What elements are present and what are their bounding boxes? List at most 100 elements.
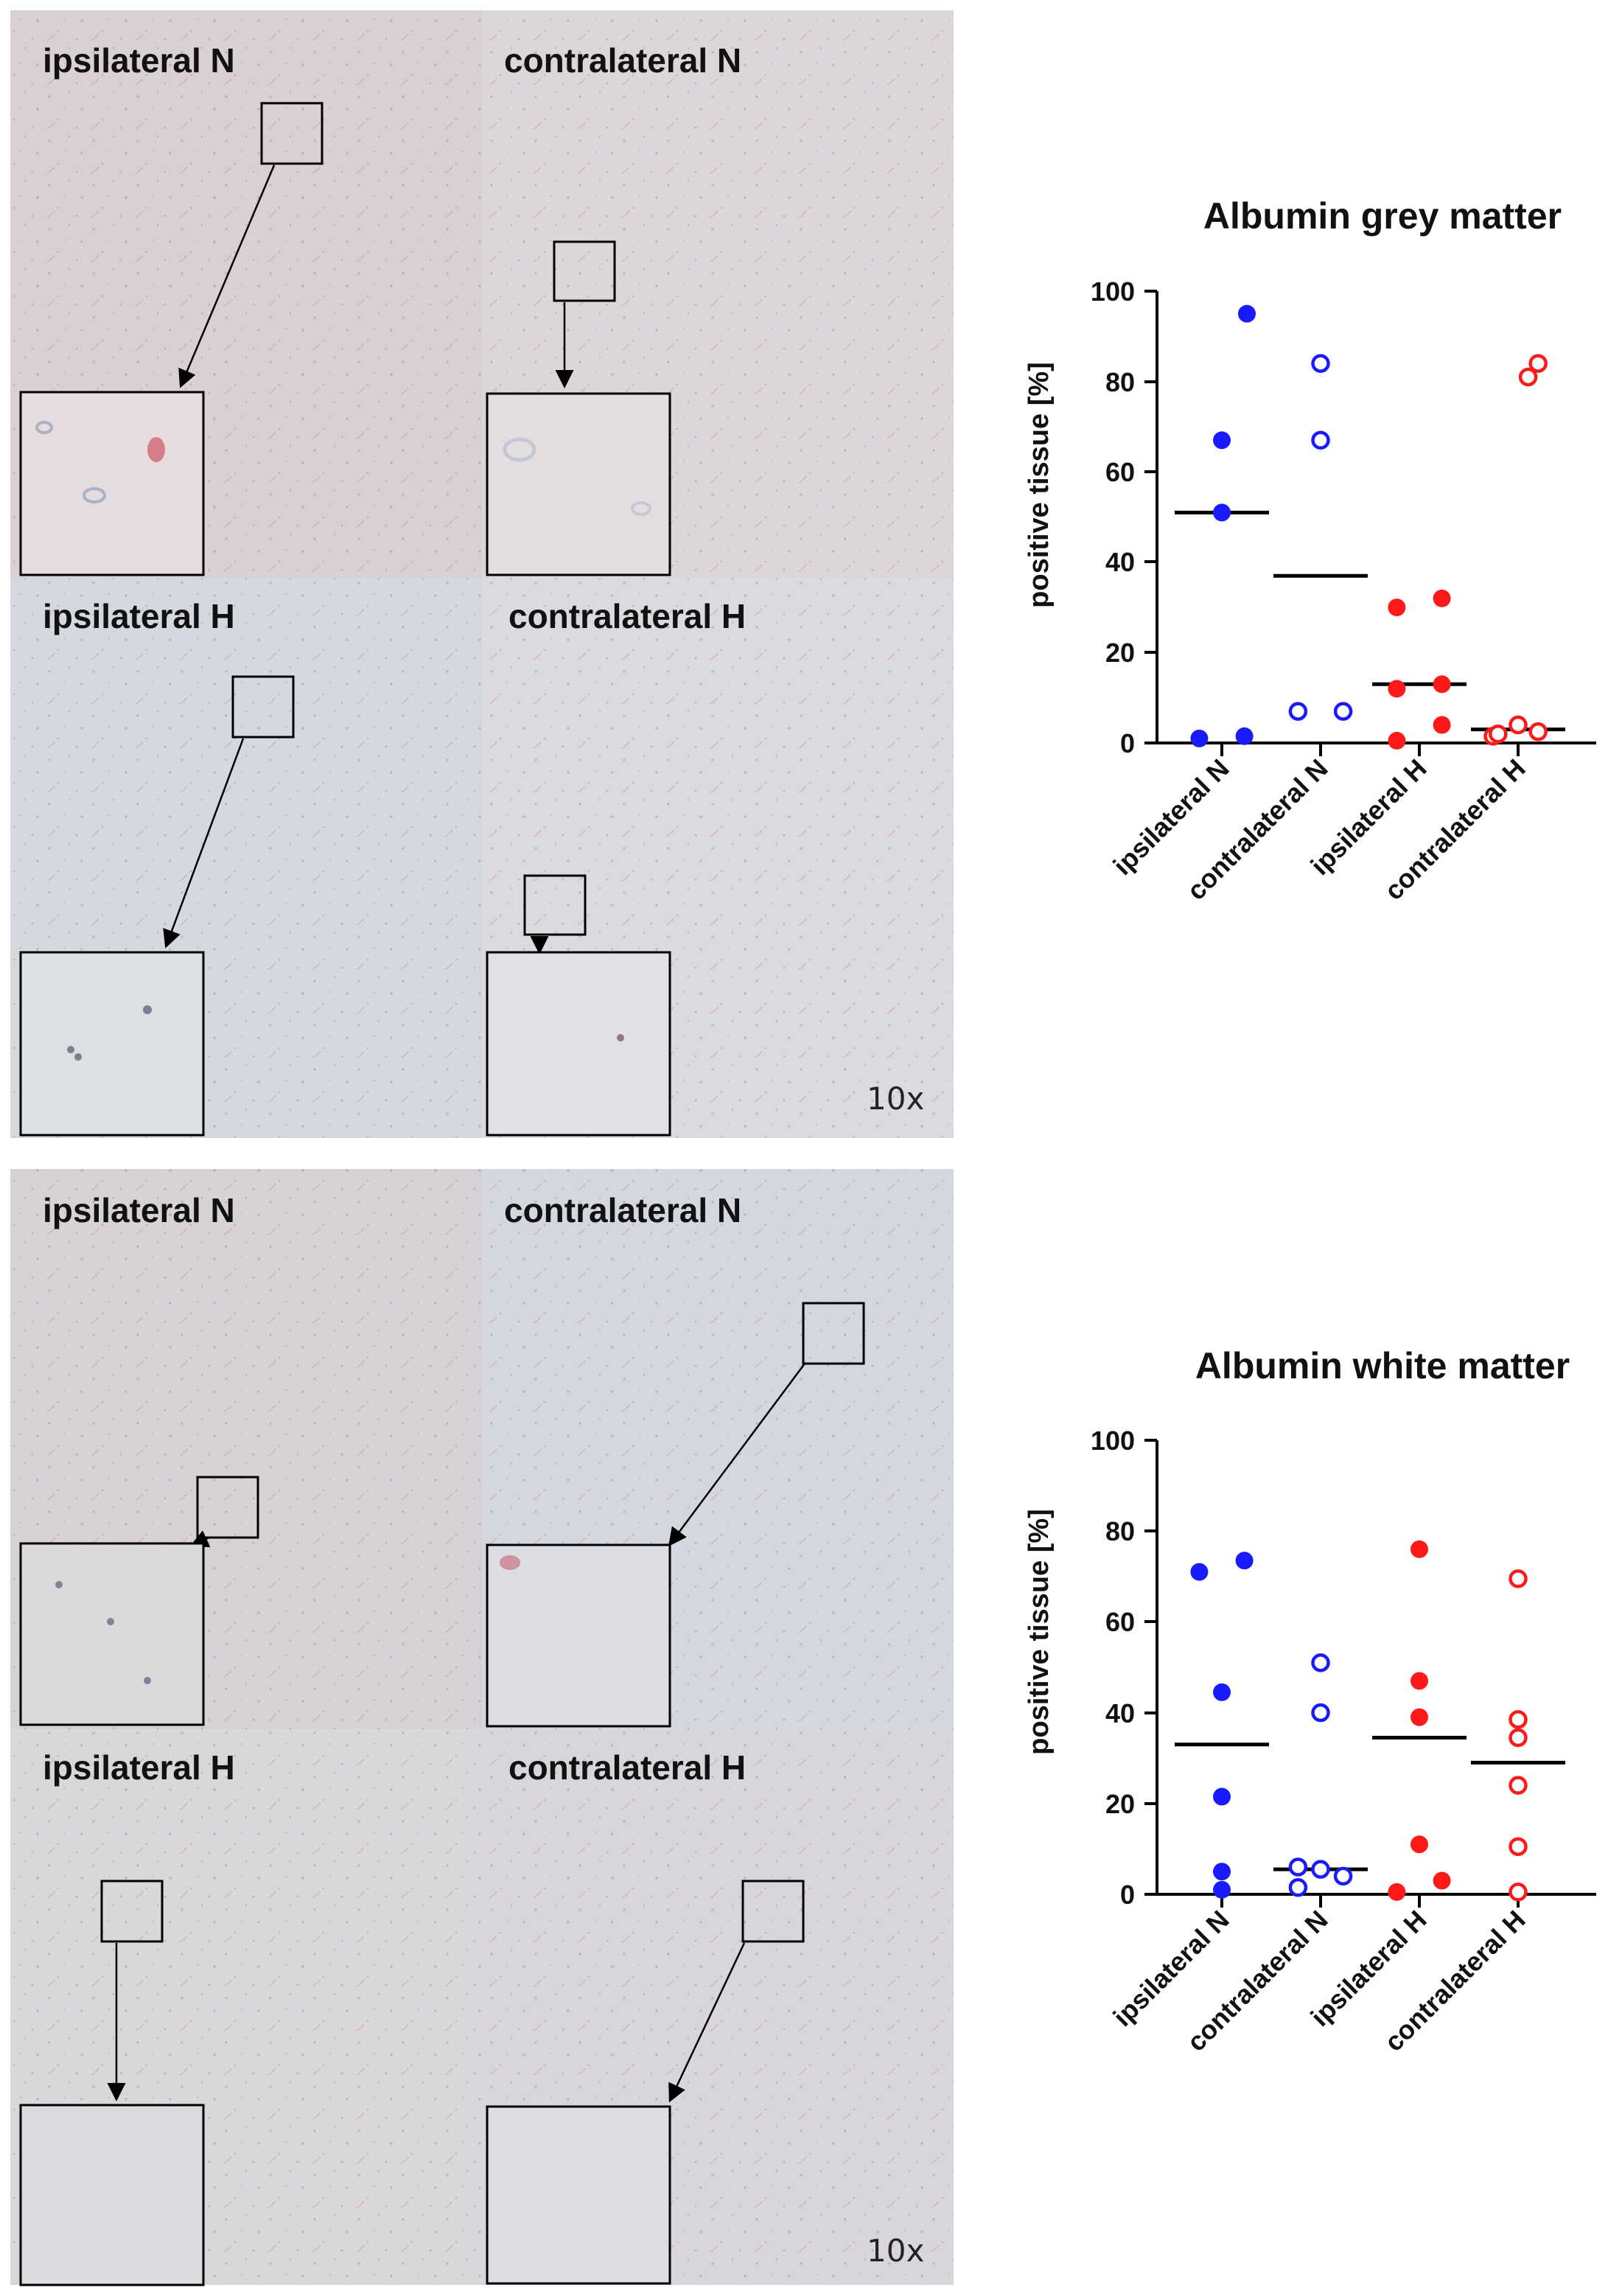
- inset-cell: [55, 1581, 63, 1588]
- inset-cell: [631, 501, 651, 516]
- data-point: [1288, 702, 1308, 721]
- data-point: [1333, 1866, 1353, 1886]
- selection-box: [802, 1302, 865, 1365]
- y-tick-label: 0: [1120, 1880, 1135, 1910]
- y-tick-label: 20: [1105, 1789, 1135, 1819]
- data-point: [1388, 731, 1406, 750]
- zoom-inset: [19, 2104, 205, 2286]
- zoom-inset: [486, 2105, 671, 2285]
- tile-label-contralateral-h: contralateral H: [508, 1748, 746, 1787]
- tile-label-contralateral-h: contralateral H: [508, 597, 746, 635]
- data-point: [1333, 702, 1353, 721]
- data-point: [1509, 1882, 1528, 1902]
- data-point: [1213, 1880, 1231, 1899]
- inset-cell: [500, 1555, 520, 1570]
- category-labels: ipsilateral N contralateral N ipsilatera…: [1107, 753, 1531, 906]
- y-tick-label: 40: [1105, 1698, 1135, 1728]
- chart-grey-matter: Albumin grey matter positive tissue [%] …: [1024, 195, 1596, 906]
- chart-white-matter: Albumin white matter positive tissue [%]…: [1024, 1345, 1596, 2057]
- y-tick-label: 80: [1105, 367, 1135, 397]
- y-tick-label: 80: [1105, 1516, 1135, 1546]
- data-point: [1388, 1882, 1406, 1901]
- selection-box: [523, 874, 587, 936]
- data-point: [1190, 729, 1209, 747]
- data-point: [1509, 1710, 1528, 1729]
- tile-label-contralateral-n: contralateral N: [504, 41, 741, 80]
- magnification-label: 10x: [867, 1081, 924, 1117]
- data-point: [1311, 1860, 1330, 1879]
- data-point: [1388, 599, 1406, 617]
- data-point: [1213, 503, 1231, 522]
- y-tick-label: 60: [1105, 1607, 1135, 1637]
- y-tick-labels: 0 20 40 60 80 100: [1091, 1426, 1135, 1910]
- data-point: [1311, 430, 1330, 450]
- category-labels: ipsilateral N contralateral N ipsilatera…: [1107, 1905, 1531, 2057]
- tile-label-ipsilateral-n: ipsilateral N: [43, 1191, 235, 1229]
- y-tick-label: 100: [1091, 276, 1135, 307]
- y-tick-label: 100: [1091, 1426, 1135, 1456]
- zoom-inset: [19, 951, 205, 1137]
- y-tick-label: 60: [1105, 457, 1135, 487]
- inset-cell: [503, 437, 536, 462]
- data-point: [1235, 727, 1254, 745]
- x-ticks: [1220, 1894, 1520, 1908]
- inset-cell: [617, 1034, 624, 1041]
- y-tick-label: 20: [1105, 638, 1135, 668]
- data-point: [1288, 1878, 1308, 1897]
- selection-box: [100, 1880, 164, 1943]
- tissue-texture: [10, 1169, 954, 2285]
- y-ticks: [1144, 1439, 1157, 1896]
- zoom-arrow: [668, 1942, 746, 2103]
- x-ticks: [1220, 743, 1520, 756]
- inset-cell: [143, 1005, 152, 1014]
- data-point: [1213, 1863, 1231, 1881]
- data-point: [1433, 589, 1451, 607]
- data-point: [1518, 367, 1538, 387]
- selection-box: [260, 102, 324, 165]
- data-point: [1311, 1703, 1330, 1723]
- zoom-inset: [486, 1543, 671, 1728]
- data-points: [1175, 304, 1565, 750]
- data-point: [1509, 1776, 1528, 1795]
- y-tick-label: 0: [1120, 728, 1135, 758]
- data-point: [1509, 1728, 1528, 1748]
- magnification-label: 10x: [867, 2233, 924, 2269]
- data-point: [1509, 1837, 1528, 1857]
- inset-cell: [67, 1046, 74, 1053]
- data-points: [1175, 1540, 1565, 1902]
- selection-box: [231, 675, 295, 739]
- zoom-inset: [19, 391, 205, 576]
- y-axis-title: positive tissue [%]: [1024, 1509, 1055, 1755]
- inset-cell: [107, 1618, 114, 1625]
- data-point: [1190, 1563, 1209, 1581]
- zoom-inset: [486, 951, 671, 1137]
- y-ticks: [1144, 290, 1157, 744]
- inset-cell: [35, 421, 53, 434]
- data-point: [1238, 304, 1256, 323]
- data-point: [1433, 1871, 1451, 1890]
- inset-cell: [144, 1677, 151, 1684]
- tile-label-ipsilateral-n: ipsilateral N: [43, 41, 235, 80]
- chart-title: Albumin white matter: [1195, 1345, 1570, 1386]
- data-point: [1433, 675, 1451, 694]
- data-point: [1388, 680, 1406, 698]
- selection-box: [553, 240, 616, 302]
- micrograph-panel-grey: ipsilateral N contralateral N ipsilatera…: [10, 10, 954, 1138]
- data-point: [1288, 1857, 1308, 1877]
- y-axis-title: positive tissue [%]: [1024, 362, 1055, 608]
- data-point: [1410, 1835, 1428, 1854]
- data-point: [1528, 354, 1548, 373]
- data-point: [1509, 715, 1528, 735]
- micrograph-panel-white: ipsilateral N contralateral N ipsilatera…: [10, 1169, 954, 2286]
- y-tick-label: 40: [1105, 547, 1135, 577]
- inset-cell: [83, 487, 106, 503]
- zoom-arrow: [178, 164, 276, 388]
- data-point: [1410, 1672, 1428, 1690]
- tile-label-contralateral-n: contralateral N: [504, 1191, 741, 1229]
- data-point: [1489, 724, 1508, 744]
- zoom-arrow: [668, 1363, 806, 1547]
- data-point: [1410, 1540, 1428, 1558]
- y-tick-labels: 0 20 40 60 80 100: [1091, 276, 1135, 758]
- tile-label-ipsilateral-h: ipsilateral H: [43, 597, 235, 635]
